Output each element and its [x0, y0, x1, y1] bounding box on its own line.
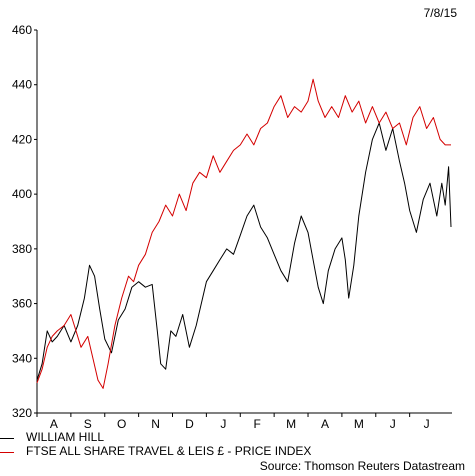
x-tick-label: J — [390, 417, 396, 431]
y-tick-label: 340 — [12, 351, 32, 365]
chart-date: 7/8/15 — [423, 6, 457, 20]
series-line-william-hill — [36, 122, 452, 381]
legend-label-william-hill: WILLIAM HILL — [26, 430, 105, 444]
legend-swatch-ftse-travel-leisure — [0, 452, 14, 453]
series-line-ftse-travel-leisure — [36, 78, 451, 389]
y-tick-label: 420 — [12, 132, 32, 146]
x-tick-label: O — [117, 417, 126, 431]
x-tick-label: A — [321, 417, 329, 431]
x-tick-label: D — [185, 417, 194, 431]
y-tick-label: 460 — [12, 23, 32, 37]
x-tick-label: M — [354, 417, 364, 431]
x-tick-label: A — [50, 417, 58, 431]
y-tick-label: 320 — [12, 406, 32, 420]
y-tick-label: 380 — [12, 242, 32, 256]
y-tick-label: 360 — [12, 297, 32, 311]
source-note: Source: Thomson Reuters Datastream — [259, 459, 465, 473]
legend-label-ftse-travel-leisure: FTSE ALL SHARE TRAVEL & LEIS £ - PRICE I… — [26, 444, 312, 458]
y-tick-label: 440 — [12, 78, 32, 92]
x-tick-label: S — [84, 417, 92, 431]
x-tick-label: N — [151, 417, 160, 431]
x-tick-label: M — [286, 417, 296, 431]
x-tick-label: F — [254, 417, 261, 431]
x-tick-label: J — [220, 417, 226, 431]
series-lines — [36, 78, 452, 389]
x-tick-label: J — [424, 417, 430, 431]
legend-swatch-william-hill — [0, 438, 14, 439]
y-axis: 320 340 360 380 400 420 440 460 — [12, 23, 38, 420]
y-tick-label: 400 — [12, 187, 32, 201]
